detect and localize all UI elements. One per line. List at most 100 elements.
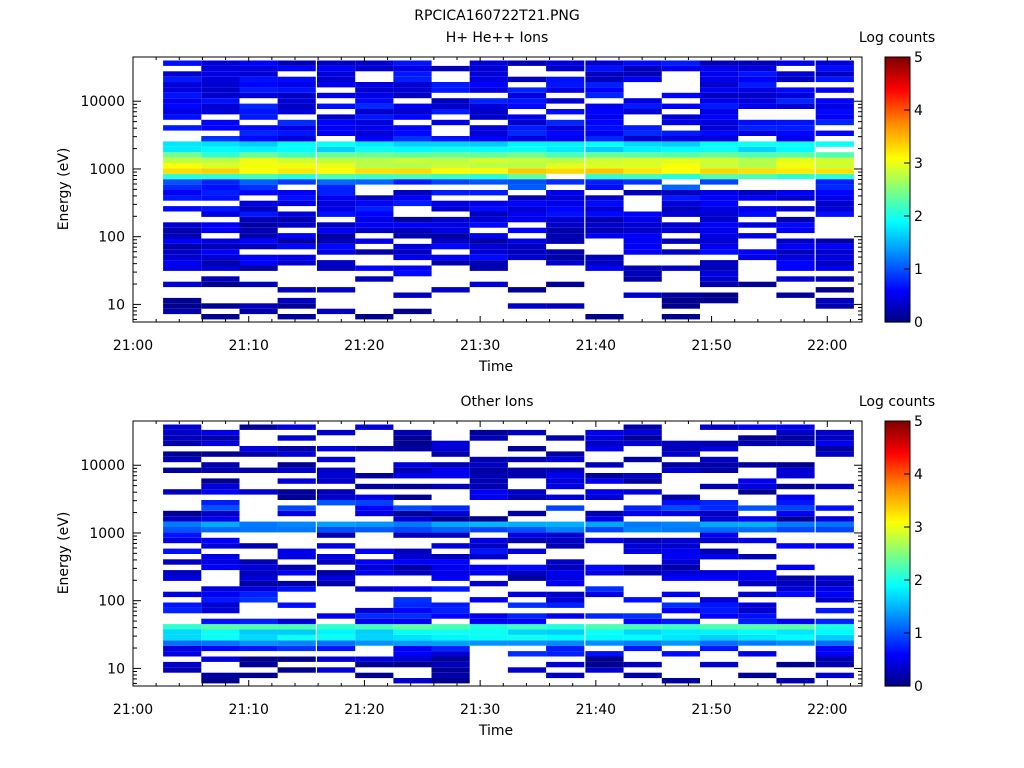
panel-1-cell [738,125,777,131]
panel-1-cell [776,157,815,163]
panel-2-cell [355,607,394,614]
panel-1-cell [469,249,508,255]
panel-2-cell [201,462,240,468]
panel-2-cell [623,597,662,603]
panel-2-cell [585,516,624,522]
panel-1-cell [700,200,739,207]
panel-2-cell [661,591,700,598]
panel-2-cell [163,429,202,436]
panel-1-cell [738,168,777,174]
panel-2-cell [355,618,394,625]
panel-1-colorbar-swatch [885,224,910,228]
panel-1-cell [431,98,470,104]
panel-1-colorbar-swatch [885,233,910,237]
panel-1-ytick-label: 100 [98,230,125,246]
panel-2-cell [469,473,508,479]
panel-1-cell [507,254,547,261]
panel-1-cell [661,195,700,201]
panel-1-cell [201,254,240,261]
panel-1-cell [546,87,585,93]
panel-2-colorbar-swatch [885,440,910,444]
panel-2-cell [700,500,739,506]
panel-2-cell [815,429,854,436]
panel-2-cell [163,435,202,441]
panel-1-colorbar-swatch [885,132,910,135]
panel-2-colorbar-swatch [885,670,910,674]
panel-1-colorbar-swatch [885,196,910,199]
panel-2-cell [201,586,240,592]
panel-2-cell [661,500,700,506]
panel-2-cell [815,645,854,652]
panel-1-cell [393,233,432,239]
panel-2-cell [585,634,624,641]
panel-1-cell [507,87,547,93]
panel-1-cell [277,314,316,320]
panel-1-cell [546,211,585,217]
panel-2-cell [661,543,700,549]
panel-1-cell [317,163,356,169]
panel-1-cell [163,76,202,83]
panel-2-cell [623,424,662,430]
panel-2-cell [546,559,585,565]
panel-1-cell [317,249,356,255]
panel-2-colorbar-swatch [885,657,910,661]
panel-1-cell [738,65,777,72]
panel-2-colorbar-swatch [885,507,910,510]
panel-2-cell [546,537,585,544]
panel-2-cell [738,435,777,441]
panel-2-cell [546,532,585,538]
panel-2-cell [738,424,777,430]
panel-2-cell [738,440,777,447]
panel-2-cell [661,451,700,457]
panel-1-colorbar-swatch [885,282,910,286]
panel-1-cell [700,216,739,223]
panel-1-cell [201,87,240,93]
panel-1-cell [507,200,547,207]
panel-1-cell [700,168,739,174]
panel-1-cell [661,130,700,136]
panel-1-cell [355,136,394,142]
panel-1-cell [815,87,854,93]
panel-1-cell [700,109,739,115]
panel-2-cell [163,532,202,538]
panel-2-colorbar-tick-label: 1 [914,626,923,642]
panel-2-cell [585,651,624,657]
panel-2-cell [201,602,240,608]
panel-2-cell [355,559,394,565]
panel-1-colorbar-swatch [885,174,910,177]
panel-1-cell [355,163,394,169]
panel-1-cell [393,141,432,147]
panel-2-cell [585,629,624,635]
panel-2-cell [239,564,278,571]
panel-2-cell [623,489,662,495]
panel-2-cell [815,661,854,668]
panel-2-cell [201,618,240,625]
panel-1-cell [277,157,316,163]
panel-2-cell [277,554,316,560]
panel-2-xtick-label: 21:10 [229,702,269,718]
panel-2-cell [585,667,624,673]
panel-1-cell [815,103,854,109]
panel-1-cell [239,254,278,261]
panel-1-colorbar-swatch [885,246,910,250]
panel-2-cell [163,607,202,614]
panel-1-cell [317,190,356,196]
panel-1-cell [623,238,662,244]
panel-1-cell [239,71,278,77]
panel-1-cell [776,227,815,234]
panel-1-colorbar-swatch [885,193,910,197]
panel-1-colorbar-swatch [885,216,910,219]
panel-2-cell [700,516,739,522]
panel-2-cell [163,516,202,522]
panel-1-ytick-label: 10 [107,297,125,313]
panel-2-cell [239,672,278,679]
panel-2-cell [393,634,432,641]
panel-1-cell [277,163,316,169]
panel-1-cell [469,216,508,223]
panel-2-colorbar-swatch [885,447,910,451]
panel-2-colorbar-swatch [885,456,910,460]
panel-1-cell [815,98,854,104]
panel-1-cell [700,211,739,217]
panel-2-cell [163,591,202,598]
panel-2-cell [623,429,662,436]
